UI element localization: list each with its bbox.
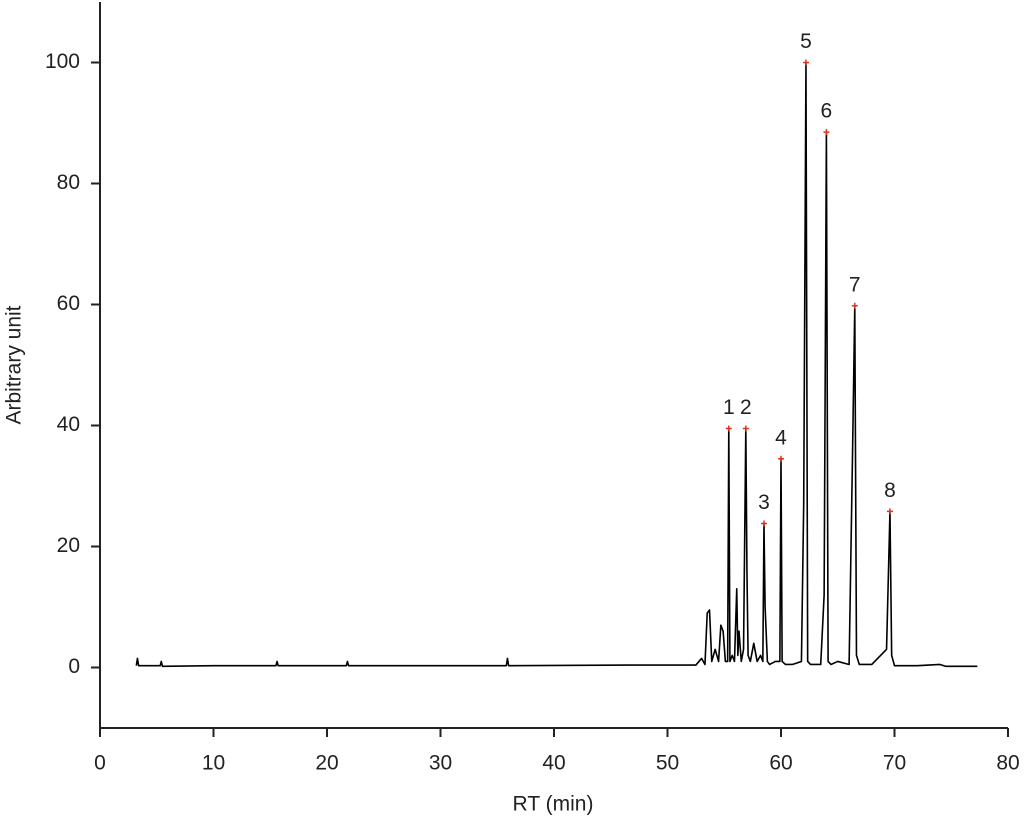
peak-label: 1 (723, 396, 735, 419)
y-tick-label: 0 (68, 655, 80, 678)
y-tick-label: 20 (57, 534, 80, 557)
y-tick-label: 80 (57, 171, 80, 194)
x-tick-label: 60 (769, 752, 792, 775)
peak-marker (886, 508, 893, 515)
peak-label: 2 (740, 396, 752, 419)
x-tick-label: 30 (429, 752, 452, 775)
x-tick-label: 70 (883, 752, 906, 775)
x-tick-label: 40 (542, 752, 565, 775)
chromatogram-line (135, 61, 978, 668)
peak-marker (823, 129, 830, 136)
y-tick-label: 60 (57, 292, 80, 315)
peak-marker (742, 425, 749, 432)
peak-marker (760, 520, 767, 527)
x-axis-title: RT (min) (513, 793, 594, 816)
peak-label: 6 (821, 100, 833, 123)
peak-label: 5 (800, 30, 812, 53)
peak-label: 8 (884, 479, 896, 502)
peak-marker (725, 425, 732, 432)
x-tick-label: 0 (94, 752, 106, 775)
x-tick-label: 80 (996, 752, 1019, 775)
peak-marker (802, 59, 809, 66)
peak-marker (778, 455, 784, 462)
peak-label: 3 (758, 491, 770, 514)
peak-label: 7 (849, 273, 861, 296)
y-axis-title: Arbitrary unit (3, 305, 26, 424)
x-tick-label: 10 (202, 752, 225, 775)
y-tick-label: 40 (57, 413, 80, 436)
peak-label: 4 (775, 426, 787, 449)
x-tick-label: 50 (656, 752, 679, 775)
x-tick-label: 20 (315, 752, 338, 775)
peak-marker (851, 302, 858, 309)
y-tick-label: 100 (45, 50, 80, 73)
